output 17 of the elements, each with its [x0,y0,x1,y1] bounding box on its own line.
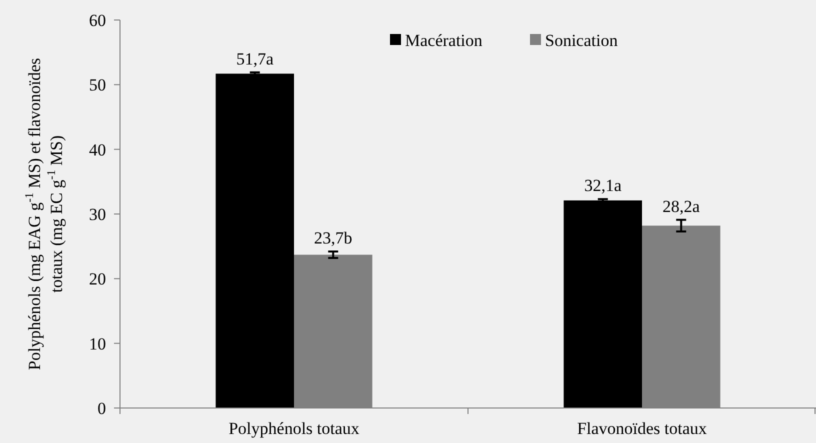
data-label: 23,7b [314,228,352,248]
data-label: 51,7a [236,49,274,68]
y-tick-label: 10 [89,334,106,354]
y-tick-label: 30 [89,204,106,224]
y-tick-label: 0 [98,398,106,418]
x-tick-label: Flavonoïdes totaux [577,419,708,438]
bar [216,74,294,408]
y-tick-label: 20 [89,270,106,289]
y-tick-label: 50 [89,76,106,95]
bar [564,200,642,408]
data-label: 32,1a [584,176,622,196]
x-tick-label: Polyphénols totaux [228,419,360,438]
legend-label: Sonication [545,31,618,50]
y-tick-label: 60 [89,10,106,30]
data-label: 28,2a [662,196,700,216]
y-tick-label: 40 [89,140,106,160]
legend-label: Macération [405,31,483,50]
